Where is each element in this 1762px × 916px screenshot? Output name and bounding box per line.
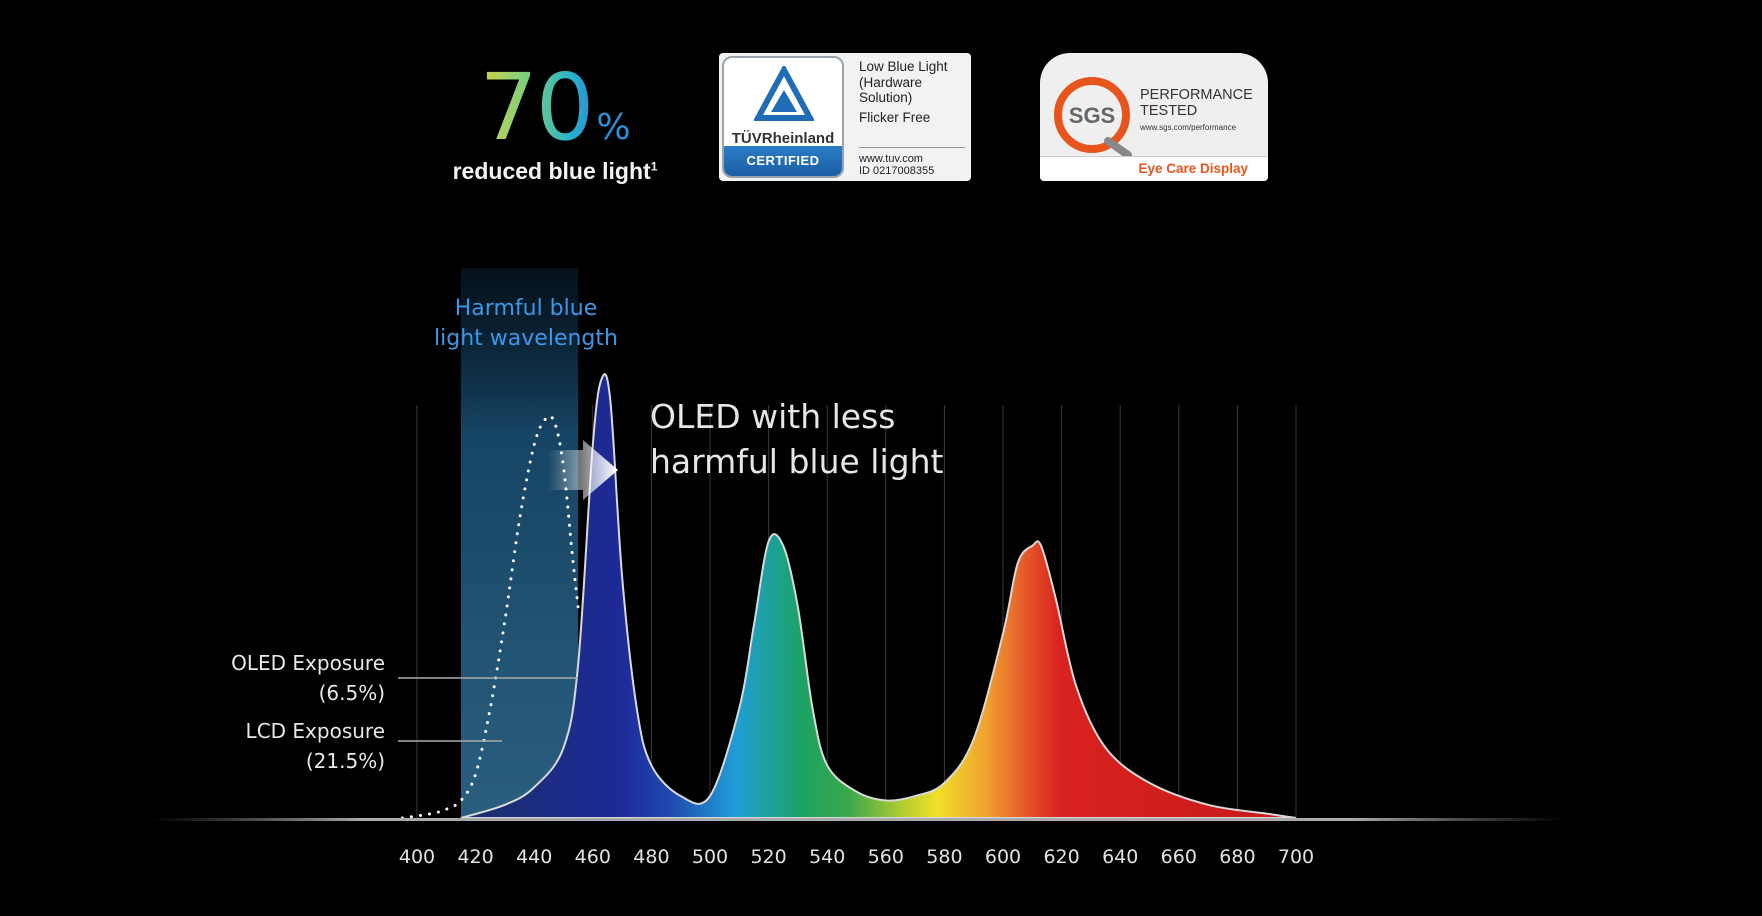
x-tick-label: 580 <box>926 846 962 868</box>
x-tick-label: 700 <box>1278 846 1314 868</box>
oled-exposure-value: (6.5%) <box>318 681 385 705</box>
sgs-logo-icon: SGS <box>1054 77 1132 159</box>
tuv-triangle-icon <box>754 66 814 121</box>
sgs-url: www.sgs.com/performance <box>1140 123 1237 132</box>
x-tick-label: 460 <box>575 846 611 868</box>
tuv-seal: TÜVRheinland CERTIFIED <box>722 56 844 178</box>
footnote-mark: 1 <box>650 159 658 174</box>
sgs-footer: Eye Care Display <box>1040 156 1268 181</box>
harmful-label-line: light wavelength <box>434 326 618 351</box>
x-tick-label: 600 <box>985 846 1021 868</box>
harmful-wavelength-label: Harmful blue light wavelength <box>420 294 632 354</box>
reduction-unit: % <box>596 107 631 148</box>
tuv-web-info: www.tuv.com ID 0217008355 <box>859 153 934 177</box>
oled-spectrum-area <box>460 373 1297 819</box>
harmful-label-line: Harmful blue <box>454 296 598 321</box>
x-tick-label: 660 <box>1161 846 1197 868</box>
tuv-certified-label: CERTIFIED <box>724 146 842 176</box>
lcd-exposure-label: LCD Exposure (21.5%) <box>180 716 385 776</box>
sgs-line: TESTED <box>1140 103 1198 119</box>
lcd-spectrum-dotted <box>400 414 580 820</box>
oled-exposure-label: OLED Exposure (6.5%) <box>180 648 385 708</box>
x-tick-label: 540 <box>809 846 845 868</box>
harmful-band <box>460 268 579 818</box>
tuv-line: Low Blue Light <box>859 59 948 74</box>
tuv-certification-badge: TÜVRheinland CERTIFIED Low Blue Light (H… <box>719 53 971 181</box>
x-tick-label: 500 <box>692 846 728 868</box>
sgs-certification-badge: SGS PERFORMANCE TESTED www.sgs.com/perfo… <box>1040 53 1268 181</box>
tuv-brand: TÜVRheinland <box>731 130 835 147</box>
sgs-performance-text: PERFORMANCE TESTED <box>1140 87 1253 119</box>
tuv-line: Solution) <box>859 90 913 105</box>
x-axis-baseline <box>150 818 1565 821</box>
x-tick-label: 620 <box>1043 846 1079 868</box>
x-tick-label: 640 <box>1102 846 1138 868</box>
reduction-caption: reduced blue light1 <box>430 158 680 185</box>
oled-callout: OLED with less harmful blue light <box>650 397 944 481</box>
tuv-description: Low Blue Light (Hardware Solution) Flick… <box>859 59 967 125</box>
tuv-divider <box>859 147 965 148</box>
x-tick-label: 560 <box>868 846 904 868</box>
reduction-caption-text: reduced blue light <box>452 158 651 184</box>
lcd-exposure-title: LCD Exposure <box>245 719 385 743</box>
x-tick-label: 400 <box>399 846 435 868</box>
arrow-right-icon <box>548 440 618 500</box>
sgs-logo-text: SGS <box>1069 103 1115 128</box>
x-tick-label: 480 <box>633 846 669 868</box>
tuv-line: Flicker Free <box>859 109 931 125</box>
oled-exposure-title: OLED Exposure <box>231 651 385 675</box>
x-tick-label: 420 <box>457 846 493 868</box>
x-tick-label: 680 <box>1219 846 1255 868</box>
lcd-exposure-value: (21.5%) <box>305 749 385 773</box>
tuv-website: www.tuv.com <box>859 153 923 165</box>
x-tick-label: 440 <box>516 846 552 868</box>
x-tick-label: 520 <box>750 846 786 868</box>
tuv-id: ID 0217008355 <box>859 165 935 177</box>
reduction-value: 70 <box>479 54 594 161</box>
sgs-line: PERFORMANCE <box>1140 87 1253 103</box>
reduction-stat: 70% reduced blue light1 <box>430 62 680 185</box>
tuv-line: (Hardware <box>859 74 923 90</box>
